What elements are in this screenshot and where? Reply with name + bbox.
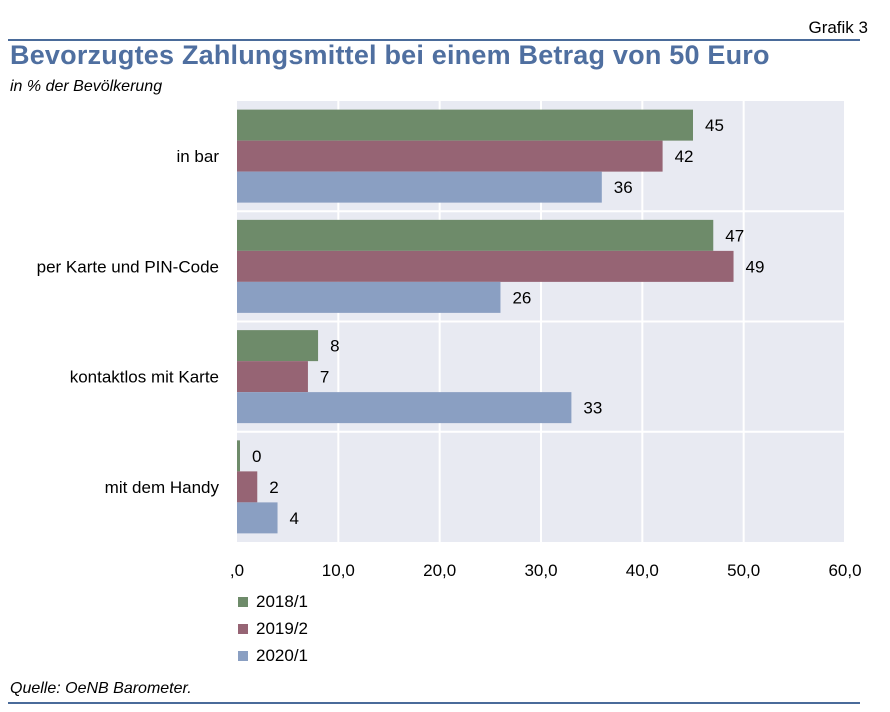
legend-swatch-2018-1 xyxy=(238,596,248,607)
legend: 2018/1 2019/2 2020/1 xyxy=(238,588,308,669)
data-label: 33 xyxy=(583,399,602,418)
bar xyxy=(237,392,572,424)
data-label: 8 xyxy=(330,337,339,356)
chart-subtitle: in % der Bevölkerung xyxy=(10,78,163,95)
data-label: 45 xyxy=(705,116,724,135)
title-top-rule xyxy=(8,39,860,41)
legend-label: 2019/2 xyxy=(256,618,308,638)
figure-tag: Grafik 3 xyxy=(808,18,868,37)
legend-label: 2020/1 xyxy=(256,645,308,665)
bar xyxy=(237,250,734,282)
bar xyxy=(237,502,278,534)
bar xyxy=(237,440,240,472)
bar xyxy=(237,109,693,141)
x-tick-label: 30,0 xyxy=(524,561,557,580)
x-tick-label: 10,0 xyxy=(322,561,355,580)
bar xyxy=(237,219,714,251)
data-label: 49 xyxy=(746,257,765,276)
data-label: 26 xyxy=(512,288,531,307)
category-label: kontaktlos mit Karte xyxy=(70,368,219,387)
x-tick-label: 20,0 xyxy=(423,561,456,580)
bar xyxy=(237,140,663,172)
data-label: 2 xyxy=(269,478,278,497)
source-note: Quelle: OeNB Barometer. xyxy=(10,680,192,697)
data-label: 7 xyxy=(320,368,329,387)
legend-item-2018-1: 2018/1 xyxy=(238,588,308,615)
data-label: 4 xyxy=(290,509,299,528)
bar xyxy=(237,281,501,313)
data-label: 0 xyxy=(252,447,261,466)
chart-title: Bevorzugtes Zahlungsmittel bei einem Bet… xyxy=(10,40,770,70)
x-tick-label: 50,0 xyxy=(727,561,760,580)
bar xyxy=(237,171,602,203)
category-label: in bar xyxy=(176,147,219,166)
data-label: 42 xyxy=(675,147,694,166)
category-label: mit dem Handy xyxy=(105,478,220,497)
legend-swatch-2019-2 xyxy=(238,623,248,634)
legend-item-2019-2: 2019/2 xyxy=(238,615,308,642)
data-label: 47 xyxy=(725,226,744,245)
bar xyxy=(237,471,258,503)
x-tick-label: ,0 xyxy=(230,561,244,580)
bar xyxy=(237,330,319,362)
legend-swatch-2020-1 xyxy=(238,650,248,661)
legend-item-2020-1: 2020/1 xyxy=(238,642,308,669)
x-tick-label: 60,0 xyxy=(828,561,861,580)
legend-label: 2018/1 xyxy=(256,591,308,611)
data-label: 36 xyxy=(614,178,633,197)
category-label: per Karte und PIN-Code xyxy=(37,257,219,276)
bottom-rule xyxy=(8,702,860,704)
x-tick-label: 40,0 xyxy=(626,561,659,580)
bar xyxy=(237,361,308,393)
